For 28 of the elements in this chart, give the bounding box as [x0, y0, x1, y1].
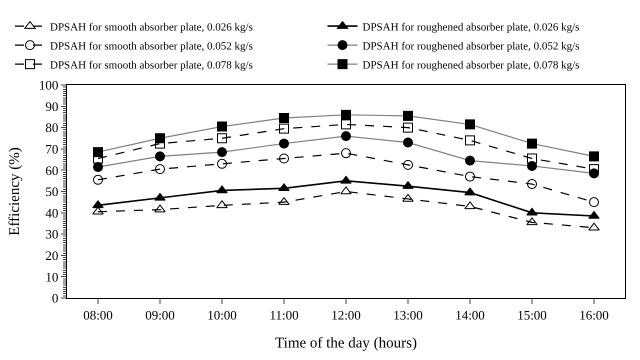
legend-label: DPSAH for smooth absorber plate, 0.052 kg/s: [50, 40, 253, 52]
y-tick-label: 40: [45, 205, 58, 220]
x-tick-label: 09:00: [145, 308, 175, 323]
y-axis-title: Efficiency (%): [7, 147, 24, 236]
x-axis-title: Time of the day (hours): [275, 336, 417, 352]
x-tick-label: 15:00: [517, 308, 547, 323]
y-tick-label: 0: [52, 290, 58, 306]
x-tick-label: 08:00: [83, 308, 113, 323]
x-tick-label: 12:00: [331, 308, 361, 323]
y-tick-label: 100: [38, 78, 58, 93]
y-tick-label: 70: [45, 141, 58, 156]
y-tick-label: 90: [45, 98, 58, 114]
x-tick-label: 10:00: [207, 308, 237, 323]
x-tick-label: 11:00: [269, 308, 299, 323]
x-tick-label: 13:00: [393, 308, 423, 323]
y-tick-label: 20: [45, 248, 58, 263]
x-tick-label: 14:00: [455, 308, 485, 323]
y-tick-label: 10: [45, 269, 58, 284]
y-tick-label: 80: [45, 120, 58, 136]
y-tick-label: 60: [45, 162, 58, 178]
y-tick-label: 50: [45, 184, 58, 200]
legend-label: DPSAH for smooth absorber plate, 0.078 kg/s: [50, 59, 253, 72]
legend-label: DPSAH for roughened absorber plate, 0.026 kg/s: [362, 21, 580, 34]
legend-label: DPSAH for roughened absorber plate, 0.078 kg/s: [362, 59, 580, 72]
legend-label: DPSAH for roughened absorber plate, 0.052 kg/s: [362, 40, 580, 52]
x-tick-label: 16:00: [579, 308, 609, 323]
y-tick-label: 30: [45, 226, 58, 242]
legend-label: DPSAH for smooth absorber plate, 0.026 kg/s: [50, 21, 253, 34]
